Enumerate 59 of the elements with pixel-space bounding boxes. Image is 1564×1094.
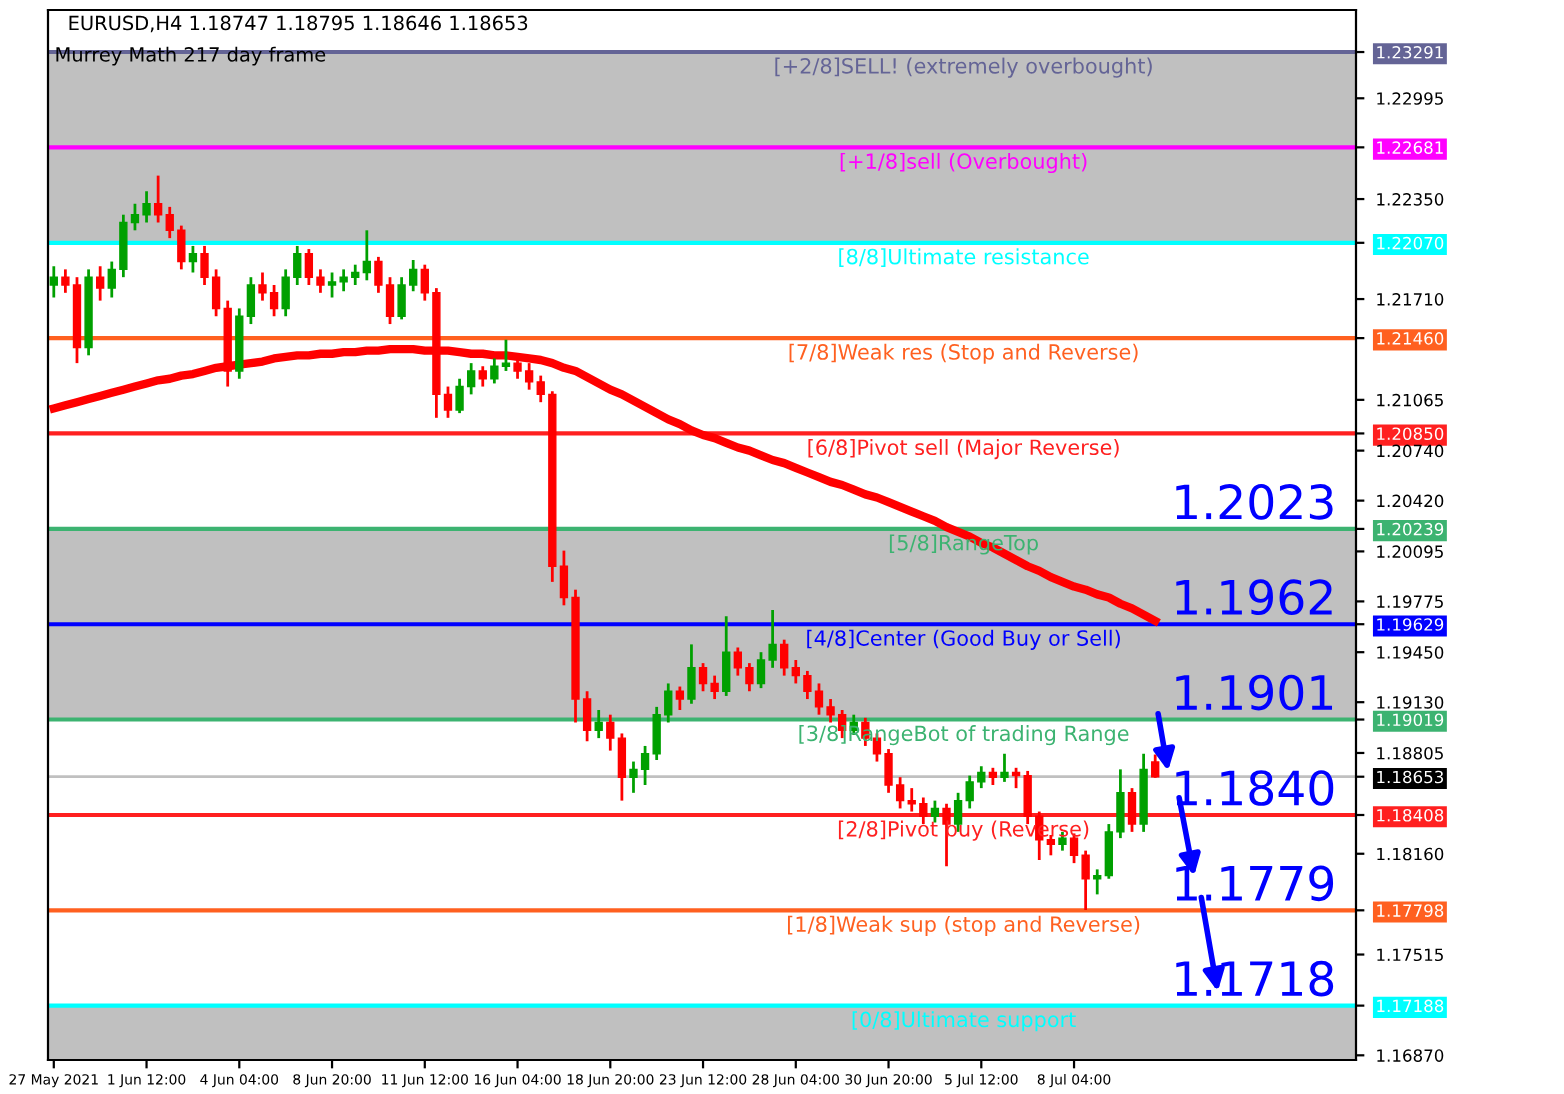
y-tick-label: 1.21065 — [1377, 393, 1443, 407]
candlestick — [930, 799, 940, 824]
y-tick-label: 1.19629 — [1377, 618, 1444, 631]
ref-line-label: [7/8]Weak res (Stop and Reverse) — [789, 343, 1138, 364]
ref-line-label: [1/8]Weak sup (stop and Reverse) — [788, 915, 1140, 937]
y-tick-label: 1.21460 — [1377, 332, 1444, 345]
candlestick — [246, 275, 256, 326]
y-tick-label: 1.19019 — [1377, 713, 1444, 727]
chart-title: EURUSD,H4 1.18747 1.18795 1.18646 1.18653 — [69, 15, 528, 33]
ref-line-label: [4/8]Center (Good Buy or Sell) — [807, 629, 1120, 650]
candlestick — [478, 364, 487, 388]
candlestick — [780, 638, 789, 678]
y-tick-label: 1.16870 — [1377, 1049, 1444, 1062]
y-tick-label: 1.22070 — [1377, 236, 1444, 250]
ref-line-label: [+2/8]SELL! (extremely overbought) — [775, 57, 1152, 78]
candlestick — [1127, 786, 1137, 834]
candlestick — [49, 264, 58, 299]
y-tick-label: 1.18805 — [1377, 746, 1443, 760]
annotation: 1.1962 — [1176, 579, 1332, 616]
candlestick — [95, 264, 105, 303]
candlestick — [687, 642, 696, 706]
y-tick-label: 1.19450 — [1377, 646, 1444, 659]
candlestick — [153, 174, 163, 224]
ref-line-label: [0/8]Ultimate support — [852, 1011, 1076, 1032]
candlestick — [594, 708, 603, 740]
y-tick-label: 1.22681 — [1377, 141, 1443, 154]
ref-line-label: [+1/8]sell (Overbought) — [840, 152, 1087, 174]
y-tick-label: 1.17188 — [1377, 999, 1444, 1013]
candlestick — [188, 244, 198, 274]
y-tick-label: 1.20420 — [1377, 494, 1444, 508]
y-tick-label: 1.19130 — [1377, 696, 1444, 709]
candlestick — [1151, 753, 1160, 780]
y-tick-label: 1.17515 — [1377, 948, 1443, 962]
y-tick-label: 1.17798 — [1377, 904, 1444, 917]
candlestick — [722, 614, 731, 698]
y-tick-label: 1.22350 — [1377, 193, 1444, 206]
y-tick-label: 1.20095 — [1377, 545, 1443, 558]
y-tick-label: 1.19775 — [1377, 595, 1443, 608]
candlestick — [606, 713, 615, 753]
candlestick — [1000, 752, 1009, 784]
text: Murrey Math 217 day frame — [56, 46, 326, 66]
y-tick-label: 1.22995 — [1377, 92, 1443, 105]
annotation: 1.1901 — [1176, 674, 1333, 711]
y-tick-label: 1.20850 — [1377, 427, 1444, 441]
candlestick — [675, 685, 685, 712]
annotation: 1.1840 — [1176, 770, 1334, 806]
ref-line-label: [6/8]Pivot sell (Major Reverse) — [808, 438, 1119, 460]
candlestick — [617, 732, 627, 803]
y-tick-label: 1.23291 — [1377, 45, 1443, 59]
y-tick-label: 1.20740 — [1377, 444, 1444, 458]
y-tick-label: 1.20239 — [1377, 522, 1444, 536]
y-tick-label: 1.18160 — [1377, 847, 1444, 861]
ref-line-label: [8/8]Ultimate resistance — [839, 248, 1089, 267]
candlestick — [362, 228, 371, 282]
y-tick-label: 1.21710 — [1377, 293, 1444, 306]
y-tick-label: 1.18408 — [1377, 808, 1444, 822]
y-tick-label: 1.18653 — [1377, 770, 1444, 784]
annotation: 1.2023 — [1176, 484, 1333, 520]
annotation: 1.1779 — [1176, 865, 1334, 902]
